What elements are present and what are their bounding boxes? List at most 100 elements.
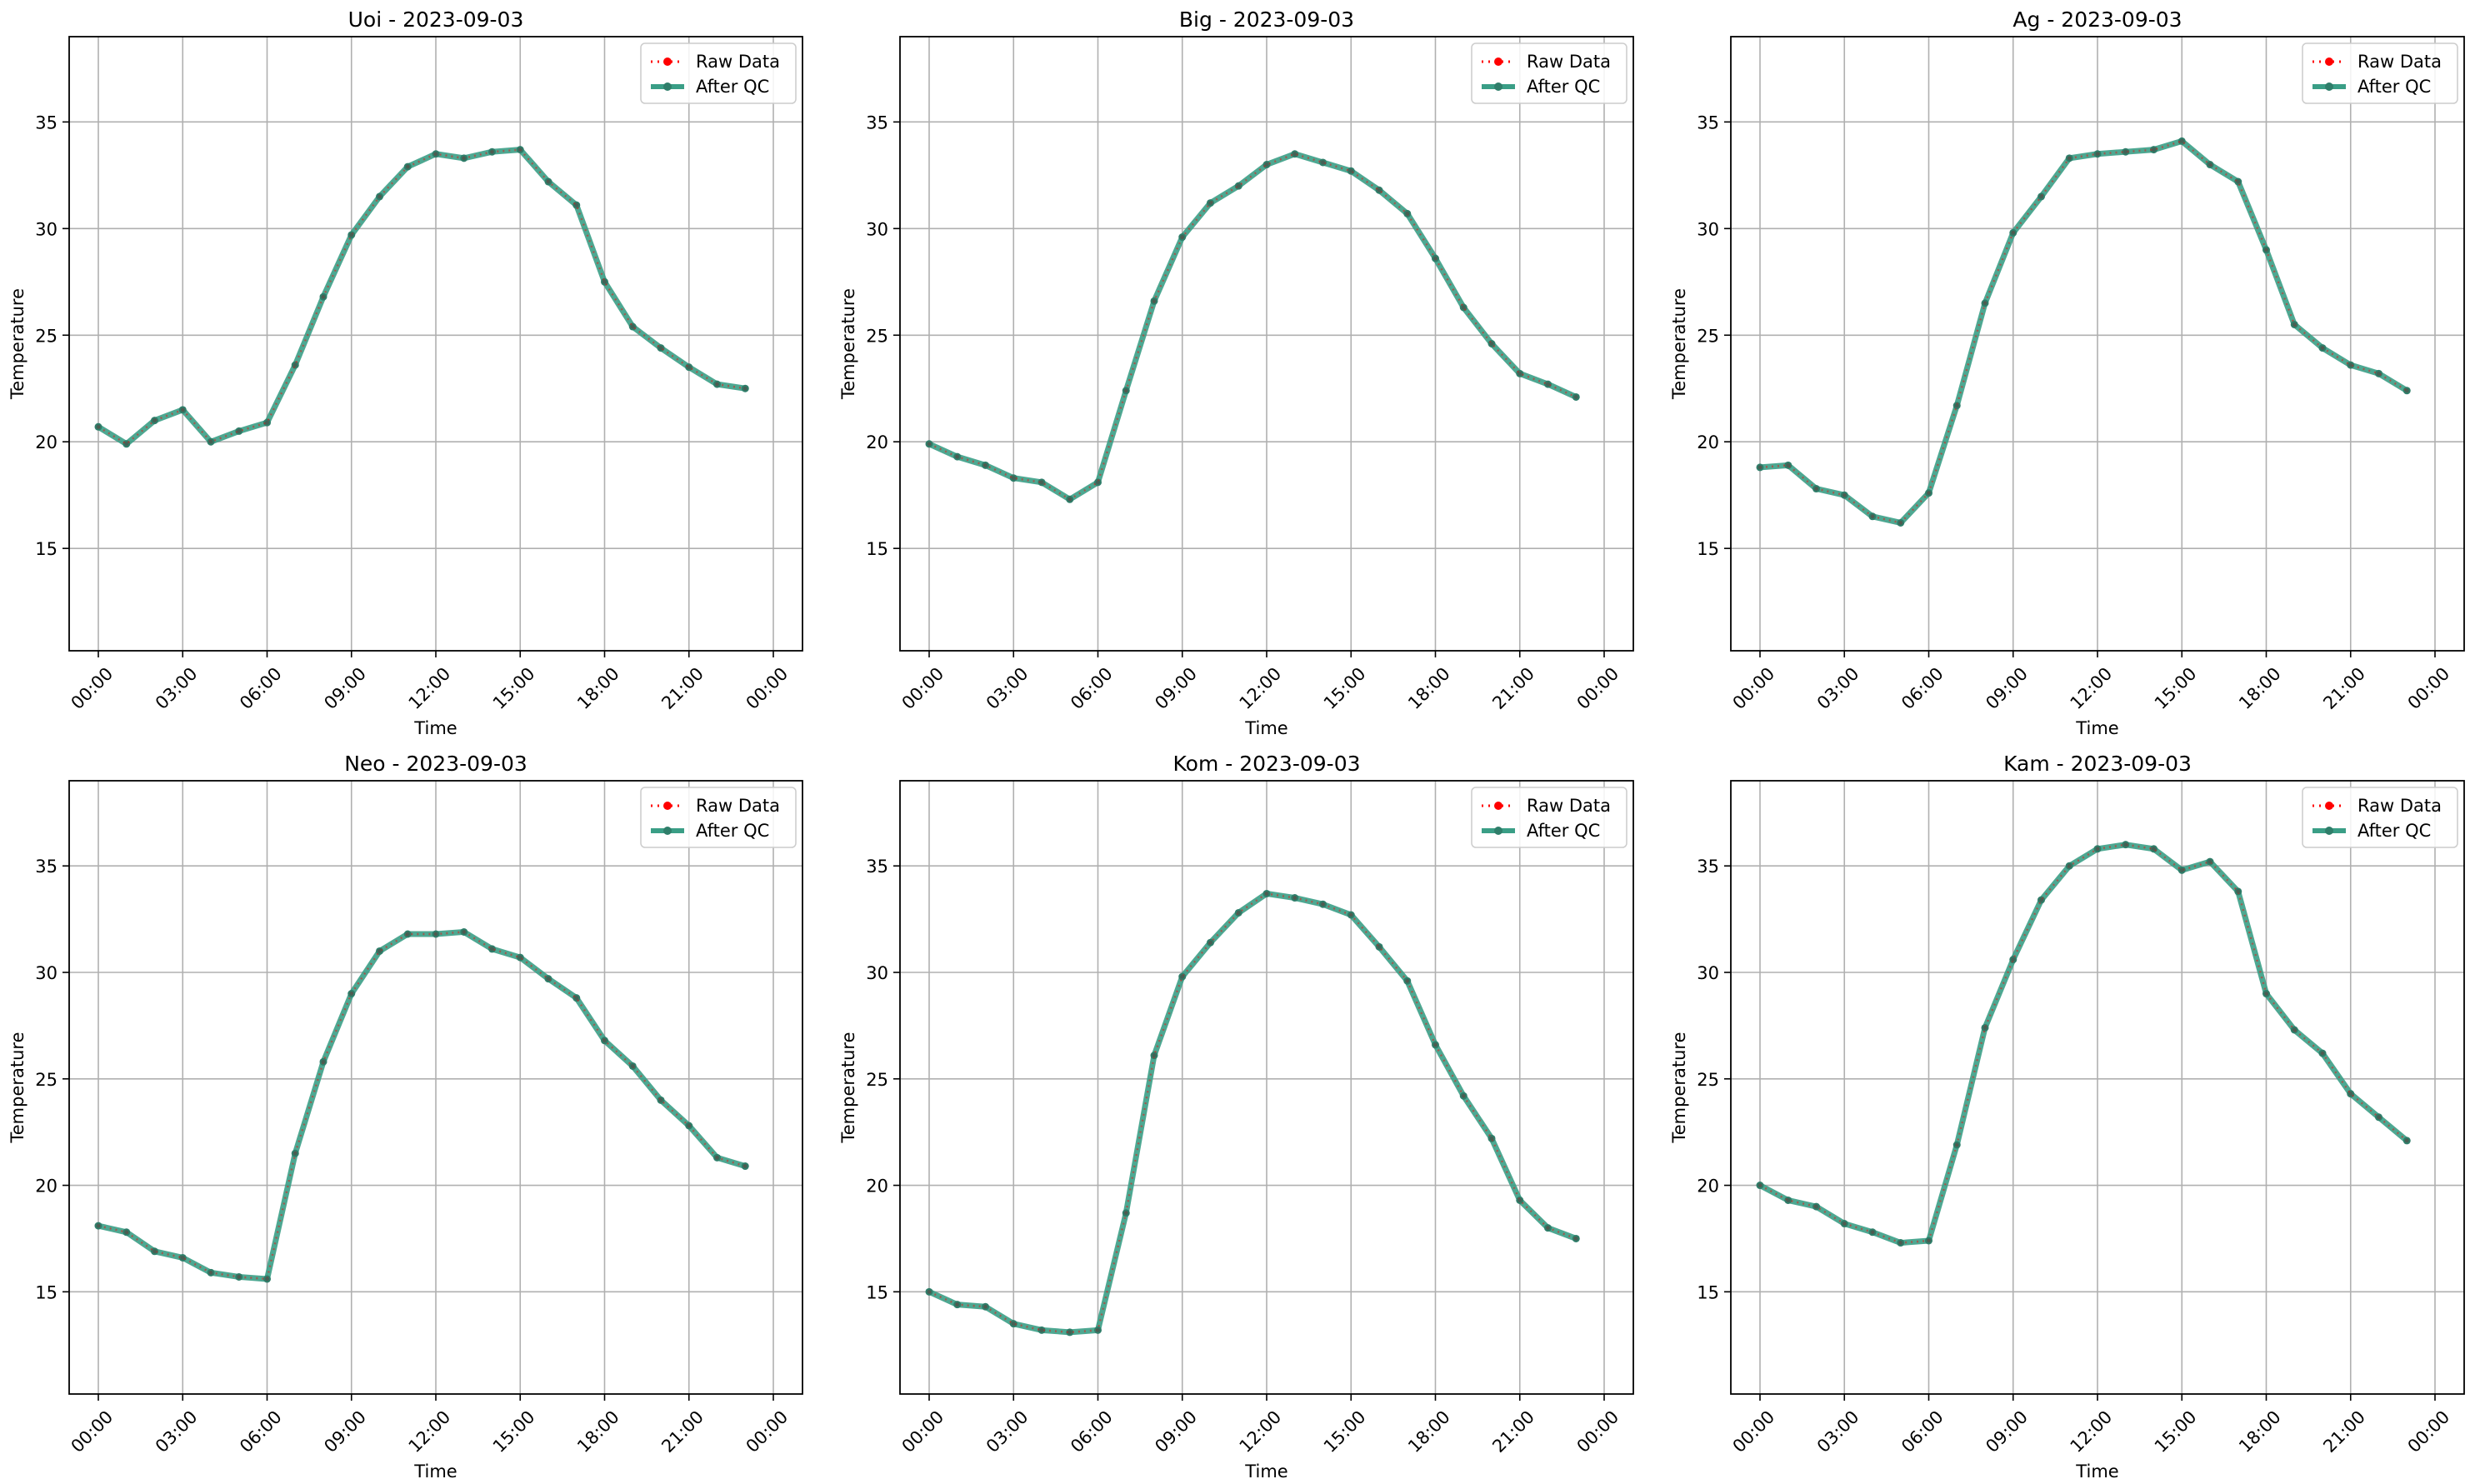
raw-data-point [2404,388,2409,393]
y-tick-label: 35 [35,112,58,132]
raw-data-point [546,179,551,184]
subplot-title: Kom - 2023-09-03 [1173,752,1361,776]
raw-data-point [1954,1142,1959,1147]
raw-data-point [1405,978,1410,983]
x-tick-label: 12:00 [1236,1407,1286,1457]
raw-data-point [2292,322,2297,327]
x-tick-label: 21:00 [2319,1407,2369,1457]
raw-data-point [180,407,185,412]
raw-data-point [1152,1053,1157,1058]
x-tick-label: 18:00 [2235,663,2285,713]
x-tick-label: 15:00 [2151,1407,2201,1457]
legend: Raw Data After QC [1471,42,1628,104]
raw-data-point [1180,974,1185,979]
x-tick-label: 03:00 [152,1407,202,1457]
raw-data-point [1842,492,1847,497]
subplot-1: 15 20 25 30 35 00:00 03:00 06:00 09:00 12:00 15:00… [8,7,803,738]
x-tick-label: 00:00 [1573,663,1623,713]
y-tick-label: 15 [866,539,888,559]
raw-data-point [2039,897,2043,902]
raw-data-point [1461,1093,1466,1098]
raw-data-point [1236,183,1241,188]
raw-data-point [1546,382,1550,387]
raw-data-point [2067,156,2072,161]
y-tick-label: 30 [1697,963,1719,983]
raw-data-point [378,948,382,953]
raw-data-point [1180,235,1185,240]
x-tick-label: 00:00 [742,663,792,713]
raw-data-point [1898,1241,1903,1246]
x-tick-label: 18:00 [1404,1407,1454,1457]
raw-data-point [2039,194,2043,199]
raw-data-point [1292,152,1298,157]
raw-data-point [1758,465,1762,470]
legend-qc-marker [2325,82,2333,91]
raw-data-point [292,1151,298,1156]
raw-data-point [1123,1211,1128,1216]
raw-data-point [1264,162,1269,167]
raw-data-point [2348,362,2353,367]
raw-data-point [265,1277,269,1282]
raw-data-point [658,346,663,351]
y-axis-label: Temperature [838,288,858,400]
raw-data-point [462,929,467,934]
raw-data-point [1927,491,1931,496]
y-axis-label: Temperature [1669,1032,1689,1143]
raw-data-point [378,194,382,199]
y-tick-label: 35 [866,112,888,132]
x-tick-label: 18:00 [573,1407,623,1457]
raw-data-point [2320,346,2325,351]
raw-data-point [2179,867,2184,872]
raw-data-point [1377,944,1382,949]
x-tick-label: 06:00 [1898,663,1948,713]
subplot-4: 15 20 25 30 35 00:00 03:00 06:00 09:00 12:00 15:00… [8,752,803,1482]
legend-qc-label: After QC [696,821,769,841]
raw-data-point [2011,957,2016,962]
legend-raw-marker [1494,57,1502,66]
legend: Raw Data After QC [1471,787,1628,848]
x-tick-label: 06:00 [1898,1407,1948,1457]
raw-data-point [1321,160,1325,165]
x-tick-label: 21:00 [2319,663,2369,713]
raw-data-point [574,202,579,207]
raw-data-line [1759,843,2408,1244]
x-tick-label: 03:00 [982,1407,1032,1457]
y-tick-label: 20 [1697,432,1719,452]
y-axis-label: Temperature [1669,288,1689,400]
raw-data-point [602,1038,607,1043]
x-tick-label: 03:00 [982,663,1032,713]
raw-data-line [1759,140,2408,524]
raw-data-point [433,152,438,157]
raw-data-point [2095,152,2100,157]
raw-data-point [124,442,129,447]
x-tick-label: 18:00 [1404,663,1454,713]
legend: Raw Data After QC [2302,787,2458,848]
subplot-title: Uoi - 2023-09-03 [348,7,524,32]
raw-data-point [1842,1222,1847,1227]
x-tick-label: 18:00 [2235,1407,2285,1457]
raw-data-point [180,1255,185,1260]
raw-data-point [1039,480,1044,485]
raw-data-point [602,279,607,284]
raw-data-point [1518,371,1522,376]
y-tick-label: 20 [35,1177,58,1197]
legend-raw-label: Raw Data [696,796,780,816]
legend: Raw Data After QC [640,787,797,848]
legend-raw-marker [2325,802,2333,810]
y-axis-label: Temperature [838,1032,858,1143]
raw-data-point [292,362,298,367]
x-tick-label: 00:00 [2404,663,2454,713]
y-tick-label: 20 [1697,1177,1719,1197]
raw-data-point [546,977,551,982]
x-tick-label: 15:00 [2151,663,2201,713]
raw-data-point [405,932,410,937]
raw-data-point [124,1230,129,1235]
raw-data-point [1433,1042,1438,1047]
raw-data-point [208,439,213,444]
x-tick-label: 00:00 [742,1407,792,1457]
raw-data-point [630,324,635,329]
raw-data-point [1264,891,1269,896]
raw-data-point [2377,1115,2381,1120]
legend-qc-label: After QC [1527,821,1600,841]
raw-data-point [1870,1230,1875,1235]
